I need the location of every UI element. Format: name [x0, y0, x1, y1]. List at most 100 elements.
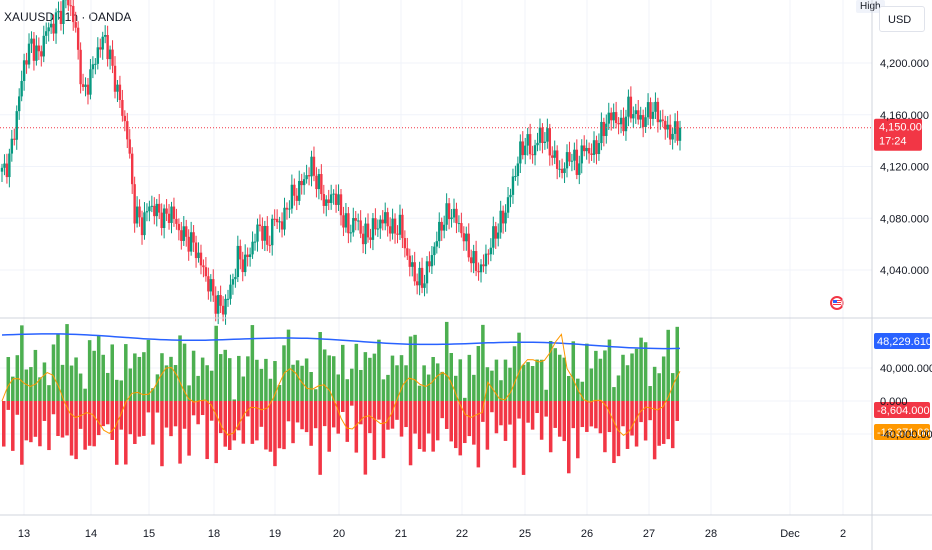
histogram-bar-negative	[191, 401, 196, 416]
candle-body	[145, 211, 149, 213]
price-tick-label: 4,120.000	[880, 162, 929, 174]
candle-body	[551, 155, 554, 158]
histogram-bar-negative	[60, 401, 65, 438]
candle-body	[474, 251, 478, 271]
candle-body	[664, 120, 667, 130]
candle-body	[379, 219, 382, 229]
candle-body	[17, 96, 21, 112]
histogram-bar-negative	[449, 401, 453, 442]
candle-body	[108, 49, 112, 60]
histogram-bar-positive	[390, 355, 395, 401]
time-tick-label: 20	[333, 528, 345, 540]
histogram-bar-negative	[413, 401, 417, 434]
histogram-bar-negative	[151, 401, 155, 445]
candle-body	[533, 145, 537, 156]
histogram-bar-negative	[404, 401, 408, 428]
candle-body	[668, 124, 672, 140]
histogram-bar-negative	[228, 401, 232, 450]
candle-body	[582, 145, 586, 152]
candle-body	[656, 101, 660, 123]
candle-body	[248, 254, 252, 257]
candle-body	[460, 223, 463, 234]
candle-body	[359, 220, 362, 234]
candle-body	[433, 246, 436, 256]
candle-body	[182, 226, 185, 241]
histogram-bar-positive	[277, 385, 282, 401]
candle-body	[40, 51, 43, 57]
candle-body	[212, 279, 215, 296]
candle-body	[128, 139, 131, 154]
price-tick-label: 4,040.000	[880, 265, 929, 277]
time-tick-label: 13	[18, 528, 30, 540]
histogram-bar-negative	[417, 401, 422, 450]
candle-body	[199, 252, 203, 266]
histogram-bar-negative	[648, 401, 652, 421]
candle-body	[590, 153, 593, 155]
currency-button[interactable]: USD	[879, 6, 925, 32]
candle-body	[364, 223, 367, 245]
candle-body	[268, 244, 271, 246]
candle-body	[438, 221, 441, 242]
histogram-bar-positive	[625, 365, 630, 401]
histogram-bar-positive	[458, 359, 463, 401]
candle-body	[101, 36, 104, 50]
candle-body	[396, 233, 399, 235]
candle-body	[158, 203, 161, 213]
histogram-bar-negative	[666, 401, 670, 440]
time-tick-label: 26	[581, 528, 593, 540]
histogram-bar-positive	[431, 357, 435, 401]
candle-body	[622, 117, 625, 132]
candle-body	[10, 138, 14, 154]
candle-body	[258, 224, 262, 227]
candle-body	[337, 194, 340, 205]
candle-body	[585, 147, 588, 152]
histogram-bar-negative	[372, 401, 377, 460]
histogram-bar-negative	[78, 401, 83, 429]
candle-body	[67, 0, 70, 6]
histogram-bar-negative	[426, 401, 431, 434]
candle-body	[231, 279, 235, 285]
histogram-bar-negative	[309, 401, 313, 446]
candle-body	[425, 261, 429, 284]
candle-body	[415, 281, 419, 286]
candle-body	[298, 180, 301, 201]
countdown-value: 17:24	[879, 136, 907, 148]
indicator-tick-label: -40,000.000	[880, 429, 932, 441]
histogram-bar-positive	[151, 388, 155, 401]
candle-body	[72, 5, 75, 23]
histogram-bar-negative	[399, 401, 404, 437]
candle-body	[13, 138, 16, 140]
candle-body	[94, 63, 97, 65]
histogram-bar-positive	[228, 358, 232, 401]
histogram-bar-negative	[250, 401, 255, 444]
high-button[interactable]: High	[856, 0, 885, 13]
histogram-bar-negative	[571, 401, 576, 429]
histogram-bar-positive	[494, 359, 499, 401]
histogram-bar-positive	[232, 399, 237, 401]
histogram-bar-negative	[422, 401, 426, 452]
candle-body	[32, 38, 36, 61]
histogram-bar-negative	[440, 401, 444, 419]
histogram-bar-positive	[87, 340, 92, 401]
histogram-bar-positive	[182, 343, 187, 401]
histogram-bar-positive	[444, 321, 449, 401]
candle-body	[89, 69, 92, 95]
histogram-bar-negative	[381, 401, 386, 459]
histogram-bar-negative	[675, 401, 679, 421]
histogram-bar-positive	[395, 365, 399, 401]
histogram-bar-negative	[485, 401, 490, 450]
histogram-bar-negative	[264, 401, 268, 450]
candle-body	[492, 226, 495, 248]
candle-body	[187, 236, 190, 252]
candle-body	[506, 197, 510, 213]
histogram-bar-negative	[435, 401, 440, 441]
histogram-bar-positive	[101, 354, 105, 401]
histogram-bar-negative	[377, 401, 381, 420]
candle-body	[555, 150, 559, 169]
candle-body	[376, 228, 380, 230]
histogram-bar-negative	[643, 401, 648, 441]
histogram-bar-positive	[490, 370, 494, 401]
candle-body	[536, 142, 539, 146]
histogram-bar-negative	[11, 401, 15, 451]
